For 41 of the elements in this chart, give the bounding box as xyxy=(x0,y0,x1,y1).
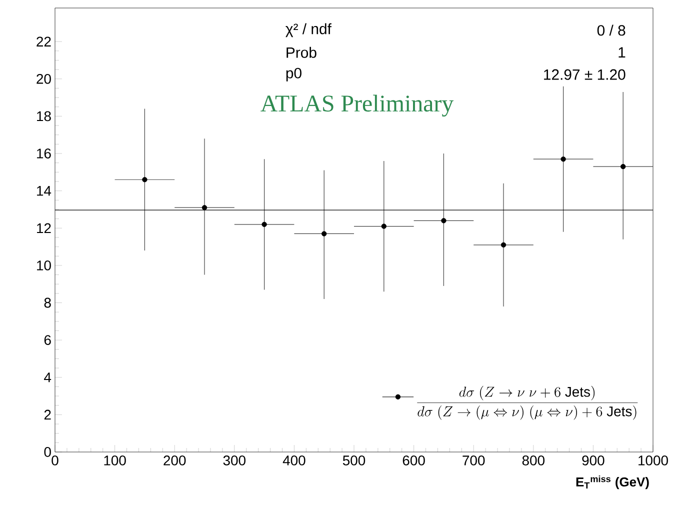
y-tick-label: 4 xyxy=(44,372,52,382)
x-tick-label: 600 xyxy=(402,456,425,466)
point xyxy=(202,205,208,210)
point xyxy=(262,222,267,227)
y-tick-label: 2 xyxy=(44,410,51,420)
x-tick-label: 800 xyxy=(522,456,544,466)
x-tick-label: 300 xyxy=(223,456,246,466)
annotation: χ² / ndf xyxy=(286,23,332,38)
point xyxy=(381,224,386,229)
y-tick-label: 18 xyxy=(37,111,51,122)
x-tick-label: 700 xyxy=(462,456,485,466)
point xyxy=(441,218,446,224)
point xyxy=(142,177,148,182)
annotation: ATLAS Preliminary xyxy=(260,94,454,117)
y-tick-label: 10 xyxy=(37,260,51,270)
point xyxy=(322,231,327,236)
annotation: Prob xyxy=(286,46,316,58)
y-tick-label: 6 xyxy=(44,335,51,346)
y-tick-label: 14 xyxy=(37,186,52,196)
x-tick-label: 400 xyxy=(282,456,306,466)
x-tick-label: 500 xyxy=(342,456,366,466)
x-tick-label: 0 xyxy=(52,456,58,466)
y-tick-label: 20 xyxy=(36,74,51,84)
x-tick-label: 200 xyxy=(164,456,186,466)
annotation: p0 xyxy=(286,68,302,82)
y-tick-label: 22 xyxy=(36,36,51,46)
x-tick-label: 1000 xyxy=(638,456,668,466)
legend-label: $\frac{d\sigma\;(Z\to\nu\;\nu+6\ \mathrm{Jets})}{d\sigma\;(Z\to(\mu\Leftrightarrow\nu)\;(\mu\Leftrightarrow\nu)+6\ \mathrm{Jets})}$ xyxy=(417,386,638,420)
y-tick-label: 16 xyxy=(37,148,51,158)
y-tick-label: 0 xyxy=(44,447,51,457)
y-tick-label: 12 xyxy=(37,223,51,233)
x-tick-label: 100 xyxy=(104,456,126,466)
point xyxy=(560,156,566,162)
x-tick-label: 900 xyxy=(582,456,604,466)
annotation: 1 xyxy=(618,47,626,58)
annotation: 0 / 8 xyxy=(597,24,626,36)
y-tick-label: 8 xyxy=(44,298,51,308)
point xyxy=(500,242,506,248)
annotation: 12.97 ± 1.20 xyxy=(544,69,626,80)
x-axis-title: E$_{T}$$^{miss}$ (GeV) xyxy=(576,476,649,490)
point xyxy=(620,164,626,170)
